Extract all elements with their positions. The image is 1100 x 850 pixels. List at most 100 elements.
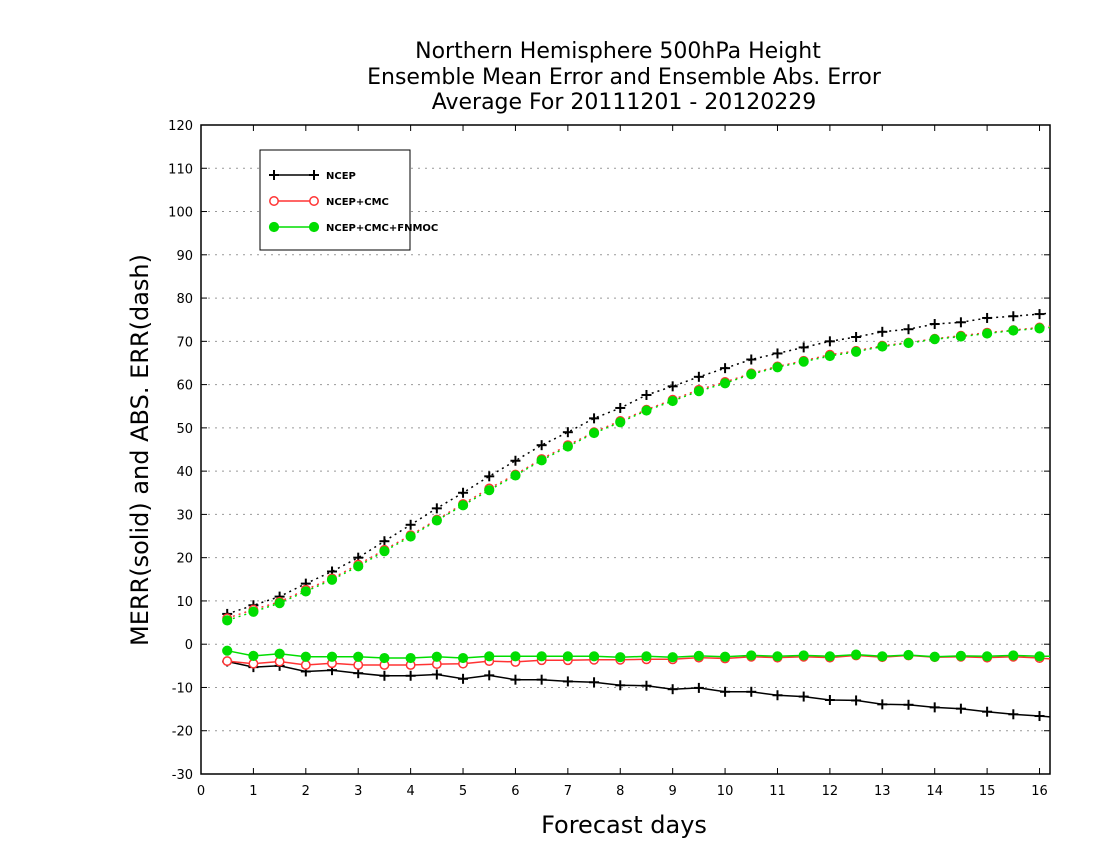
legend-label: NCEP+CMC bbox=[326, 197, 389, 208]
data-point-filled-circle bbox=[772, 651, 783, 662]
data-point-filled-circle bbox=[955, 331, 967, 342]
data-point-filled-circle bbox=[510, 651, 521, 662]
data-point-filled-circle bbox=[903, 649, 914, 661]
y-tick-label: 50 bbox=[176, 422, 193, 437]
series-ncep-cmc-fnmoc-abs-err bbox=[222, 323, 1051, 626]
data-point-filled-circle bbox=[615, 417, 626, 428]
data-point-open-circle bbox=[269, 196, 279, 206]
data-point-filled-circle bbox=[850, 649, 862, 660]
data-point-filled-circle bbox=[693, 650, 704, 661]
data-point-filled-circle bbox=[615, 652, 626, 663]
data-point-open-circle bbox=[353, 660, 364, 670]
chart-title-line-2: Ensemble Mean Error and Ensemble Abs. Er… bbox=[367, 65, 882, 90]
x-tick-label: 8 bbox=[616, 784, 624, 799]
data-point-filled-circle bbox=[588, 651, 600, 662]
data-point-filled-circle bbox=[308, 221, 320, 233]
legend-box bbox=[259, 149, 411, 251]
data-point-filled-circle bbox=[405, 531, 416, 542]
data-point-filled-circle bbox=[1008, 325, 1019, 336]
data-point-filled-circle bbox=[693, 385, 704, 397]
data-point-filled-circle bbox=[274, 648, 285, 659]
x-tick-label: 2 bbox=[302, 784, 310, 799]
y-tick-label: -30 bbox=[172, 768, 193, 783]
data-point-open-circle bbox=[222, 656, 233, 667]
data-point-open-circle bbox=[309, 196, 319, 206]
data-point-filled-circle bbox=[982, 651, 993, 662]
data-point-filled-circle bbox=[772, 362, 783, 373]
data-point-filled-circle bbox=[510, 470, 521, 481]
x-tick-label: 4 bbox=[406, 784, 414, 799]
series-layer bbox=[222, 309, 1051, 722]
data-point-filled-circle bbox=[274, 597, 285, 609]
y-tick-label: 90 bbox=[176, 249, 193, 264]
data-point-filled-circle bbox=[877, 341, 888, 352]
data-point-filled-circle bbox=[746, 650, 757, 661]
y-tick-label: 120 bbox=[168, 119, 193, 134]
series-line bbox=[226, 326, 1051, 622]
data-point-filled-circle bbox=[641, 405, 652, 416]
data-point-filled-circle bbox=[562, 651, 573, 662]
data-point-filled-circle bbox=[667, 652, 678, 663]
y-axis-title: MERR(solid) and ABS. ERR(dash) bbox=[126, 254, 154, 646]
data-point-filled-circle bbox=[798, 356, 809, 367]
data-point-filled-circle bbox=[824, 350, 835, 362]
x-tick-label: 12 bbox=[822, 784, 839, 799]
y-tick-label: -10 bbox=[172, 681, 193, 696]
y-tick-label: 20 bbox=[176, 552, 193, 567]
data-point-filled-circle bbox=[431, 515, 442, 526]
y-tick-label: 100 bbox=[168, 206, 193, 221]
data-point-filled-circle bbox=[1008, 650, 1019, 661]
data-point-open-circle bbox=[300, 660, 311, 670]
y-tick-label: 70 bbox=[176, 335, 193, 350]
data-point-filled-circle bbox=[484, 485, 495, 496]
y-tick-label: 10 bbox=[176, 595, 193, 610]
data-point-filled-circle bbox=[929, 334, 940, 345]
x-tick-label: 14 bbox=[926, 784, 943, 799]
series-line bbox=[227, 660, 1051, 718]
data-point-filled-circle bbox=[824, 651, 835, 662]
data-point-filled-circle bbox=[457, 652, 469, 664]
x-tick-label: 7 bbox=[564, 784, 572, 799]
data-point-filled-circle bbox=[850, 346, 862, 357]
x-tick-label: 1 bbox=[249, 784, 257, 799]
chart-title-line-3: Average For 20111201 - 20120229 bbox=[432, 90, 817, 115]
data-point-filled-circle bbox=[248, 650, 259, 661]
data-point-filled-circle bbox=[300, 586, 311, 597]
y-tick-label: 30 bbox=[176, 508, 193, 523]
data-point-filled-circle bbox=[719, 378, 731, 389]
legend-label: NCEP bbox=[326, 171, 356, 182]
y-axis-ticks: -30 -20 -10 0 10 20 30 40 50 60 70 80 90 100 110 120 bbox=[168, 119, 1050, 783]
x-tick-label: 0 bbox=[197, 784, 205, 799]
data-point-filled-circle bbox=[588, 427, 600, 439]
y-tick-label: 40 bbox=[176, 465, 193, 480]
legend-label: NCEP+CMC+FNMOC bbox=[326, 223, 438, 234]
legend: NCEP NCEP+CMC NCEP+CMC+FNMOC bbox=[259, 149, 438, 251]
data-point-filled-circle bbox=[798, 650, 809, 661]
data-point-filled-circle bbox=[326, 574, 338, 585]
y-tick-label: 110 bbox=[168, 162, 193, 177]
data-point-filled-circle bbox=[353, 561, 364, 572]
legend-item: NCEP+CMC bbox=[269, 196, 389, 208]
series-ncep-cmc-merr bbox=[222, 650, 1051, 670]
series-line bbox=[227, 649, 1050, 659]
data-point-filled-circle bbox=[667, 395, 678, 407]
data-point-filled-circle bbox=[405, 652, 416, 664]
chart-title-line-1: Northern Hemisphere 500hPa Height bbox=[415, 39, 821, 64]
data-point-filled-circle bbox=[536, 455, 547, 466]
data-point-filled-circle bbox=[746, 369, 757, 380]
series-line bbox=[226, 325, 1051, 619]
series-ncep-abs-err bbox=[222, 309, 1051, 619]
data-point-filled-circle bbox=[379, 652, 390, 664]
data-point-filled-circle bbox=[955, 650, 967, 661]
data-point-filled-circle bbox=[222, 645, 233, 656]
data-point-filled-circle bbox=[484, 651, 495, 662]
x-tick-label: 15 bbox=[979, 784, 996, 799]
data-point-filled-circle bbox=[929, 651, 940, 662]
y-tick-label: 60 bbox=[176, 379, 193, 394]
data-point-filled-circle bbox=[641, 651, 652, 662]
x-tick-label: 3 bbox=[354, 784, 362, 799]
x-tick-label: 6 bbox=[511, 784, 519, 799]
data-point-filled-circle bbox=[1034, 323, 1045, 334]
data-point-filled-circle bbox=[903, 337, 914, 349]
